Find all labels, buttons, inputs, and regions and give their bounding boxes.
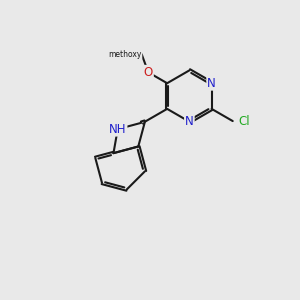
Text: Cl: Cl: [238, 115, 250, 128]
Text: N: N: [185, 115, 194, 128]
Text: N: N: [207, 77, 216, 90]
Text: O: O: [144, 66, 153, 79]
Text: methoxy: methoxy: [108, 50, 142, 59]
Text: NH: NH: [109, 123, 127, 136]
